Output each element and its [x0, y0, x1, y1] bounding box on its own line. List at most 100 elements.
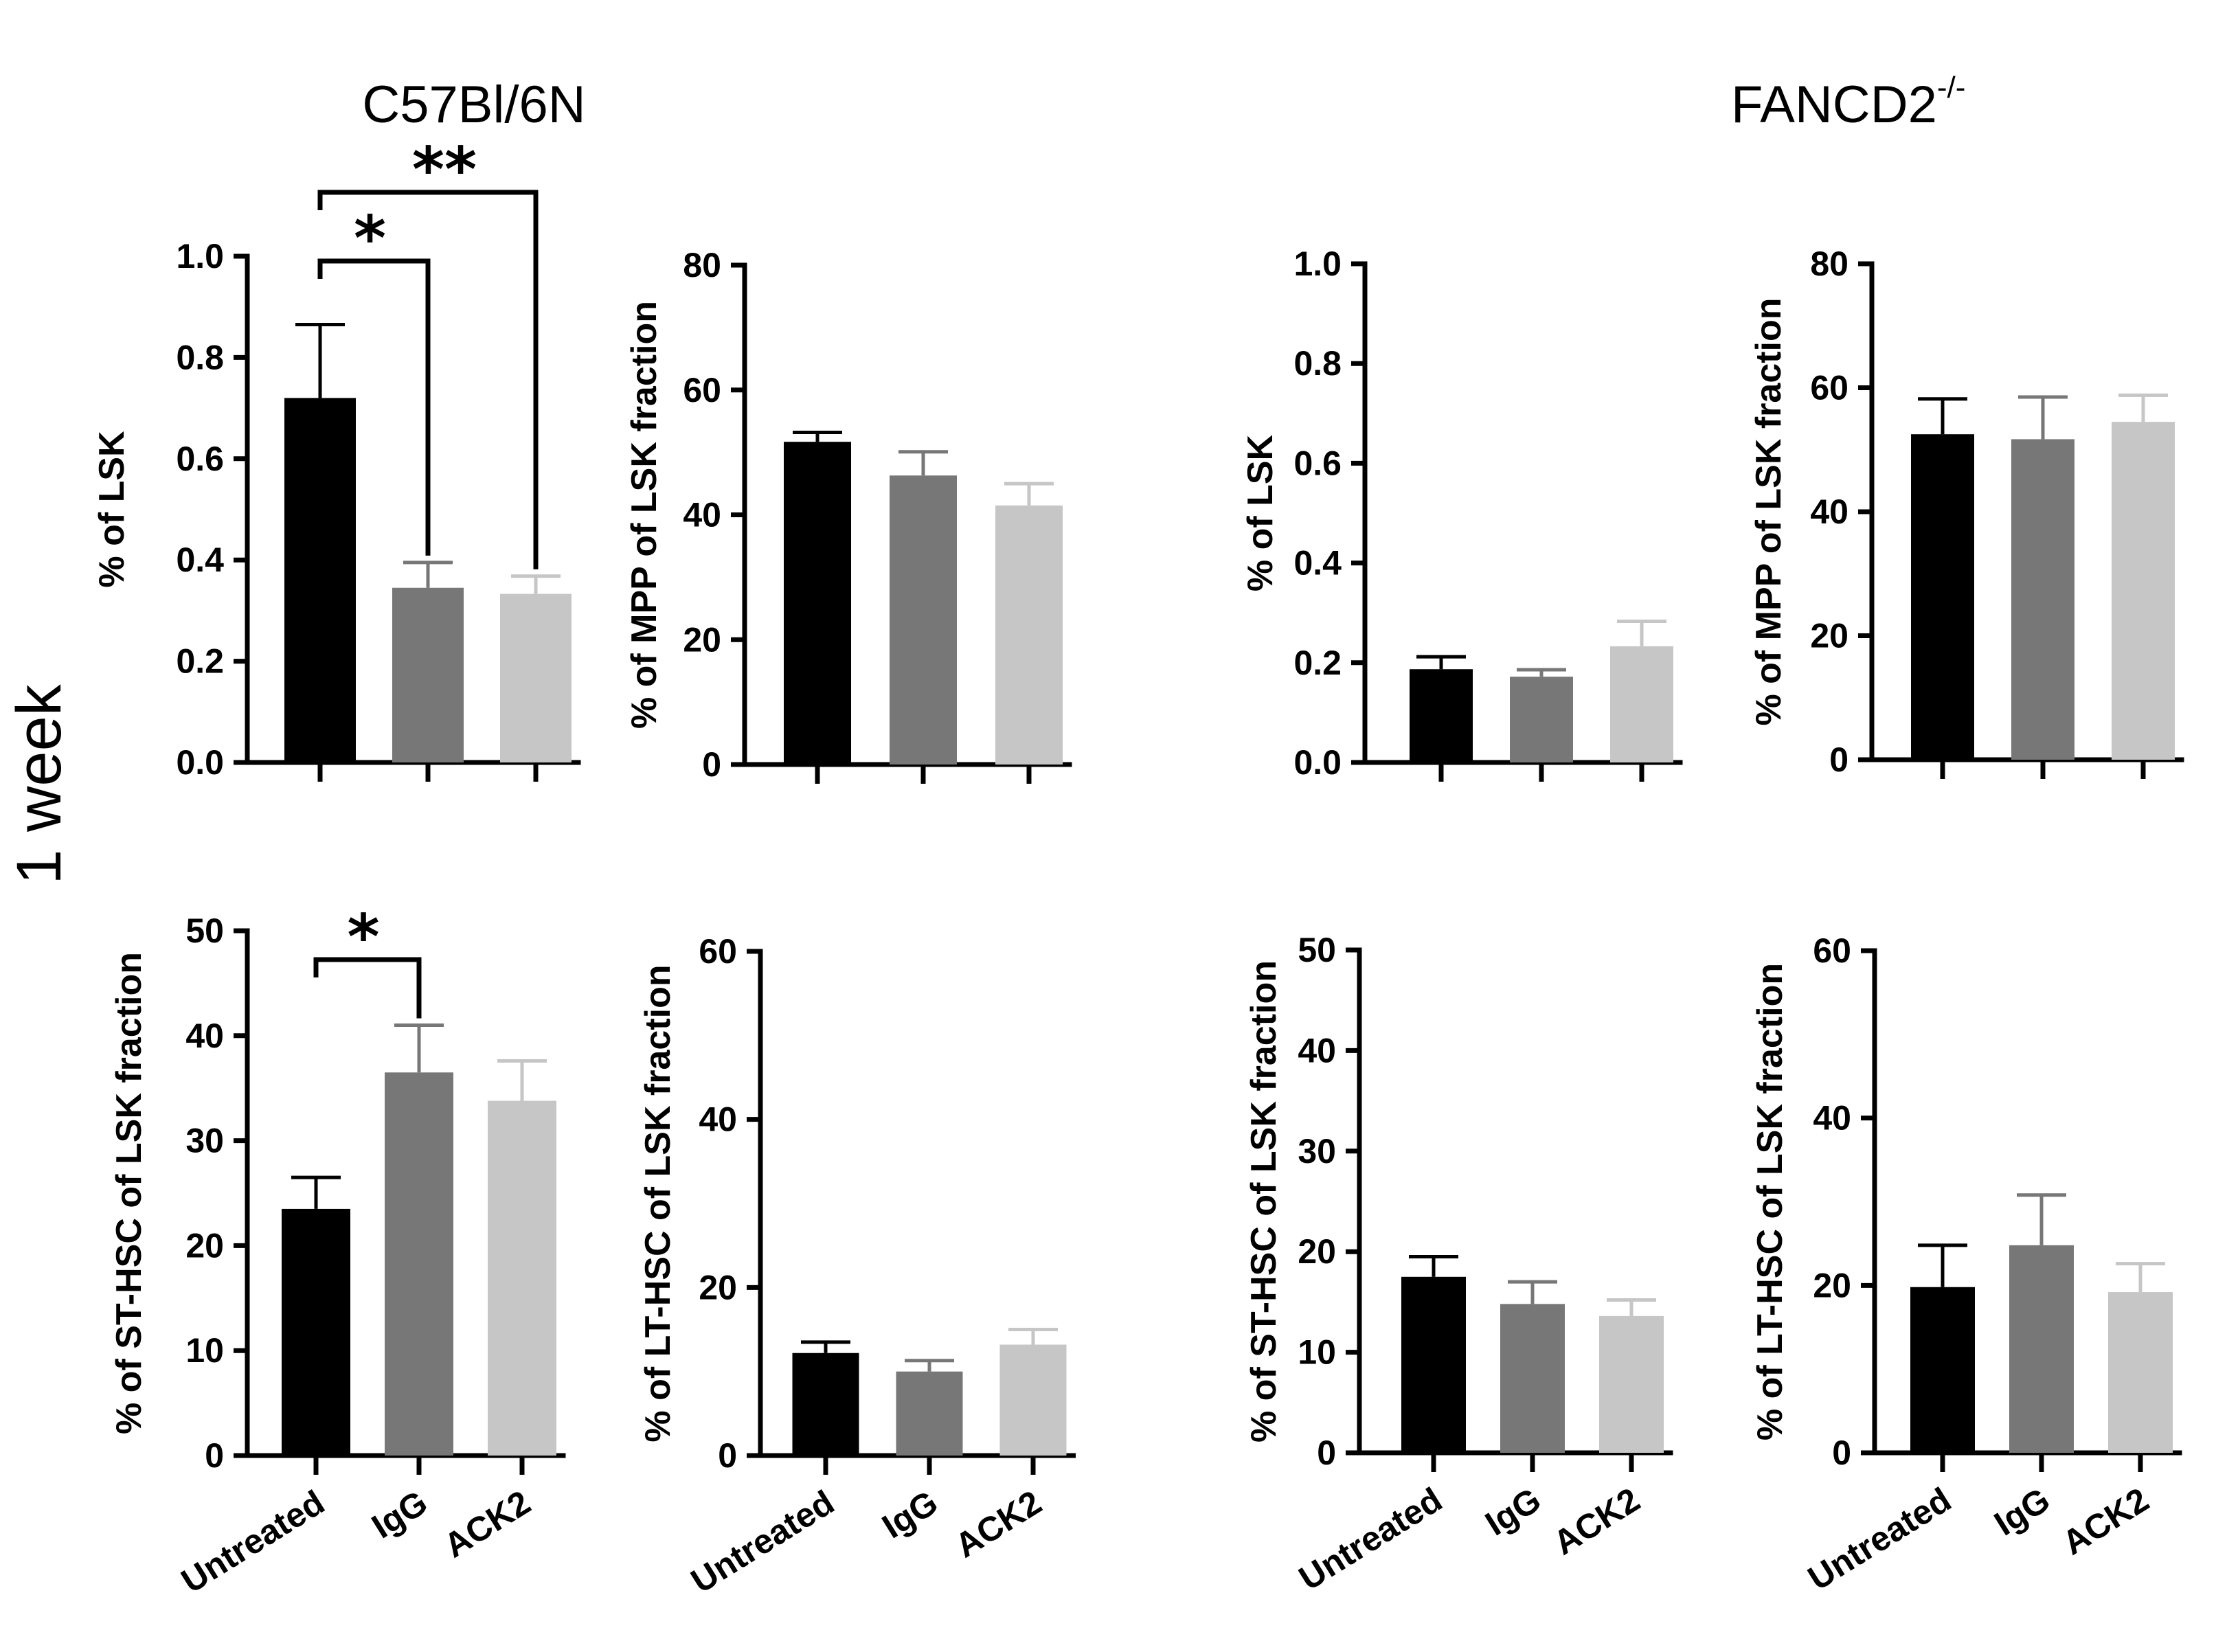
- bar-igg: [890, 475, 957, 765]
- y-tick-label: 1.0: [1293, 245, 1342, 283]
- significance-stars: *: [354, 203, 386, 275]
- x-tick-label-igg: IgG: [365, 1483, 433, 1546]
- x-tick-label-ack2: ACK2: [2056, 1480, 2156, 1563]
- y-tick-label: 0: [1317, 1434, 1336, 1472]
- y-axis-label: % of MPP of LSK fraction: [1749, 297, 1789, 725]
- y-tick-label: 0.2: [1293, 644, 1342, 682]
- y-tick-label: 50: [1298, 931, 1336, 969]
- x-tick-label-untreated: Untreated: [1292, 1480, 1449, 1598]
- bar-ack2: [2112, 422, 2175, 760]
- y-tick-label: 40: [699, 1100, 737, 1139]
- chart-ko-mpp: 0 20 40 60 80 % of MPP of LSK fraction: [1749, 245, 2184, 779]
- bar-igg: [2009, 1245, 2074, 1453]
- y-tick-label: 0.0: [1293, 743, 1342, 782]
- group-title-left: C57Bl/6N: [362, 76, 585, 134]
- y-tick-label: 0.2: [176, 642, 224, 681]
- y-tick-label: 10: [185, 1331, 224, 1370]
- x-tick-label-untreated: Untreated: [684, 1483, 841, 1600]
- y-tick-label: 60: [1810, 369, 1848, 407]
- y-axis-label: % of MPP of LSK fraction: [624, 301, 664, 729]
- y-tick-label: 80: [683, 246, 721, 284]
- y-tick-label: 0.8: [176, 338, 224, 376]
- bar-untreated: [1911, 434, 1974, 760]
- group-title-right-sup: -/-: [1937, 71, 1966, 104]
- y-axis-label: % of LT-HSC of LSK fraction: [1750, 963, 1790, 1440]
- significance-bracket: [317, 258, 431, 556]
- bar-ack2: [999, 1344, 1067, 1456]
- y-axis-label: % of LSK: [1241, 434, 1280, 591]
- y-tick-label: 40: [1813, 1099, 1851, 1138]
- x-tick-label-untreated: Untreated: [174, 1483, 331, 1600]
- y-tick-label: 0.4: [1293, 544, 1342, 582]
- x-tick-label-igg: IgG: [1987, 1480, 2056, 1543]
- y-tick-label: 0: [702, 745, 721, 784]
- x-tick-label-untreated: Untreated: [1801, 1480, 1958, 1598]
- y-tick-label: 0: [1832, 1434, 1851, 1472]
- chart-wt-lsk: 0.00.20.40.60.81.0% of LSK***: [92, 134, 581, 782]
- chart-wt-st: 0 10 20 30 40 50 % of ST-HSC of LSK fraction Un…: [109, 901, 566, 1600]
- x-tick-label-ack2: ACK2: [438, 1483, 537, 1565]
- y-tick-label: 60: [683, 371, 721, 409]
- y-tick-label: 40: [185, 1017, 224, 1055]
- bar-untreated: [1410, 669, 1473, 762]
- bar-untreated: [792, 1353, 859, 1456]
- bar-igg: [1510, 677, 1573, 762]
- bar-igg: [392, 587, 464, 762]
- bar-ack2: [2108, 1292, 2173, 1453]
- significance-bracket: [313, 957, 422, 1019]
- y-tick-label: 0.6: [1293, 444, 1342, 482]
- bar-igg: [385, 1072, 453, 1456]
- y-tick-label: 1.0: [176, 237, 224, 275]
- y-tick-label: 30: [1298, 1132, 1336, 1170]
- y-tick-label: 0.6: [176, 440, 224, 478]
- bar-untreated: [1910, 1287, 1975, 1453]
- y-tick-label: 20: [1298, 1232, 1336, 1271]
- bar-untreated: [1401, 1276, 1466, 1453]
- x-tick-label-ack2: ACK2: [949, 1483, 1048, 1565]
- row-label: 1 week: [4, 683, 74, 884]
- y-tick-label: 20: [1813, 1266, 1851, 1304]
- bar-igg: [1500, 1304, 1565, 1453]
- y-tick-label: 40: [1810, 493, 1848, 531]
- y-axis-label: % of LSK: [92, 431, 132, 588]
- bar-igg: [2011, 439, 2074, 760]
- chart-wt-mpp: 0 20 40 60 80 % of MPP of LSK fraction: [624, 246, 1072, 784]
- chart-ko-lsk: 0.0 0.2 0.4 0.6 0.8 1.0 % of LSK: [1241, 245, 1683, 782]
- chart-ko-lt: 0 20 40 60 % of LT-HSC of LSK fraction Untrea…: [1750, 931, 2182, 1598]
- y-tick-label: 40: [683, 496, 721, 534]
- bar-untreated: [284, 398, 356, 762]
- group-title-right-base: FANCD2: [1731, 76, 1937, 134]
- y-tick-label: 20: [683, 620, 721, 659]
- x-tick-label-igg: IgG: [875, 1483, 944, 1546]
- y-tick-label: 30: [185, 1122, 224, 1160]
- y-axis-label: % of ST-HSC of LSK fraction: [1244, 960, 1284, 1442]
- y-tick-label: 10: [1298, 1333, 1336, 1372]
- x-tick-label-ack2: ACK2: [1547, 1480, 1647, 1563]
- y-tick-label: 20: [699, 1268, 737, 1306]
- y-tick-label: 0: [1829, 740, 1848, 779]
- y-axis-label: % of LT-HSC of LSK fraction: [638, 964, 678, 1442]
- y-tick-label: 0: [205, 1436, 224, 1475]
- significance-bracket: [317, 190, 539, 569]
- bar-ack2: [1599, 1315, 1664, 1453]
- y-tick-label: 0.4: [176, 541, 224, 579]
- y-tick-label: 40: [1298, 1031, 1336, 1070]
- y-axis-label: % of ST-HSC of LSK fraction: [109, 952, 149, 1434]
- bar-ack2: [995, 505, 1063, 765]
- y-tick-label: 50: [185, 912, 224, 950]
- chart-ko-st: 0 10 20 30 40 50 % of ST-HSC of LSK fractionUn…: [1244, 931, 1673, 1598]
- significance-stars: **: [412, 134, 477, 206]
- chart-wt-lt: 0 20 40 60 % of LT-HSC of LSK fraction Untrea…: [638, 932, 1076, 1600]
- y-tick-label: 20: [185, 1226, 224, 1265]
- y-tick-label: 60: [1813, 931, 1851, 970]
- panels: 0.00.20.40.60.81.0% of LSK***020406080% …: [92, 134, 2184, 1600]
- bar-untreated: [282, 1208, 350, 1456]
- bar-ack2: [1610, 646, 1673, 762]
- group-title-right: FANCD2-/-: [1731, 71, 1965, 134]
- significance-stars: *: [347, 901, 379, 973]
- y-tick-label: 0.0: [176, 743, 224, 782]
- y-tick-label: 0: [718, 1436, 737, 1475]
- bar-igg: [896, 1371, 963, 1456]
- y-tick-label: 80: [1810, 245, 1848, 283]
